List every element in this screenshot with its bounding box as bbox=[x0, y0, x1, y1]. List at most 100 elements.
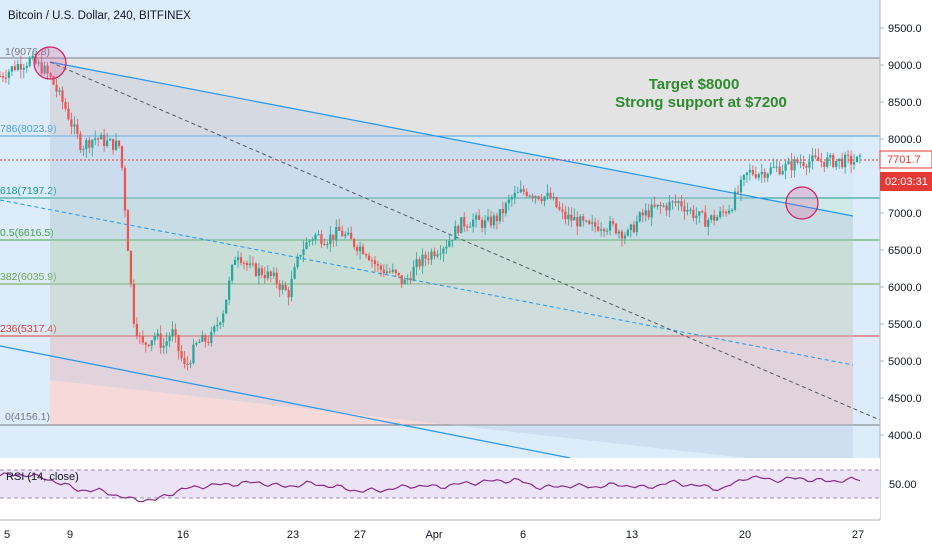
candle-body bbox=[707, 219, 710, 227]
candle-body bbox=[341, 230, 344, 237]
time-axis-bg[interactable] bbox=[0, 520, 932, 550]
candle-body bbox=[582, 216, 585, 221]
candle-body bbox=[695, 215, 698, 218]
candle-body bbox=[748, 169, 751, 173]
candle-body bbox=[284, 284, 287, 291]
price-badge-bg bbox=[879, 150, 932, 169]
candle-body bbox=[671, 201, 674, 203]
candle-body bbox=[683, 206, 686, 212]
candle-body bbox=[763, 171, 766, 178]
candle-body bbox=[659, 204, 662, 207]
candle-body bbox=[829, 155, 832, 158]
annotation-target[interactable]: Target $8000 bbox=[649, 76, 740, 93]
candle-body bbox=[355, 246, 359, 252]
candle-body bbox=[760, 171, 763, 175]
candle-body bbox=[222, 313, 225, 323]
candle-body bbox=[85, 140, 88, 150]
candle-body bbox=[412, 267, 415, 281]
candle-body bbox=[323, 244, 326, 246]
candle-body bbox=[320, 234, 323, 245]
highlight-circle-breakout[interactable] bbox=[785, 186, 819, 220]
candle-body bbox=[171, 329, 174, 337]
candle-body bbox=[716, 217, 719, 221]
candle-body bbox=[644, 210, 647, 216]
candle-body bbox=[358, 246, 362, 252]
candle-body bbox=[326, 244, 329, 246]
candle-body bbox=[106, 140, 109, 146]
candle-body bbox=[338, 226, 341, 231]
pane-separator[interactable] bbox=[0, 458, 880, 464]
time-tick-label: Apr bbox=[425, 529, 442, 541]
candle-body bbox=[111, 139, 115, 150]
candle-body bbox=[835, 161, 838, 167]
fib-zone-500 bbox=[50, 198, 853, 240]
candle-body bbox=[91, 139, 94, 148]
annotation-support[interactable]: Strong support at $7200 bbox=[615, 94, 787, 111]
candle-body bbox=[617, 231, 621, 234]
diagonal-dashed bbox=[49, 61, 880, 421]
highlight-circle-top[interactable] bbox=[33, 46, 67, 80]
symbol-title[interactable]: Bitcoin / U.S. Dollar, 240, BITFINEX bbox=[8, 10, 191, 22]
candle-body bbox=[486, 216, 490, 221]
time-axis-ticks: 5 9 16 23 27 Apr 6 13 20 27 bbox=[4, 529, 864, 541]
candle-body bbox=[567, 214, 570, 220]
candle-body bbox=[540, 199, 543, 202]
candle-body bbox=[379, 265, 382, 270]
candle-body bbox=[478, 215, 481, 220]
candle-body bbox=[680, 201, 683, 207]
price-axis-bg[interactable] bbox=[880, 0, 932, 550]
candle-body bbox=[46, 65, 49, 74]
candle-body bbox=[692, 209, 695, 218]
candle-body bbox=[430, 251, 433, 260]
candle-body bbox=[94, 138, 97, 140]
candle-body bbox=[439, 253, 442, 255]
candle-body bbox=[641, 212, 644, 216]
candle-body bbox=[552, 197, 555, 199]
candle-body bbox=[361, 246, 365, 255]
candle-body bbox=[114, 140, 118, 150]
candle-body bbox=[742, 175, 746, 180]
candle-body bbox=[674, 201, 677, 203]
price-tick-label: 6000.0 bbox=[888, 282, 922, 294]
candle-body bbox=[61, 90, 64, 103]
candle-body bbox=[180, 350, 183, 358]
candle-body bbox=[710, 215, 713, 220]
candle-body bbox=[858, 155, 862, 157]
candle-body bbox=[605, 230, 609, 232]
candle-body bbox=[79, 133, 82, 150]
candle-body bbox=[492, 215, 496, 226]
candle-body bbox=[427, 258, 430, 260]
candle-body bbox=[204, 335, 207, 342]
fib-zone-236 bbox=[50, 284, 853, 336]
candle-body bbox=[686, 210, 689, 212]
candle-body bbox=[826, 157, 829, 167]
candle-body bbox=[838, 158, 841, 162]
time-tick-label: 27 bbox=[354, 529, 366, 541]
candle-body bbox=[576, 217, 579, 227]
descending-channel[interactable] bbox=[0, 61, 880, 470]
candle-body bbox=[677, 201, 680, 203]
candle-body bbox=[314, 234, 317, 240]
candle-body bbox=[594, 222, 597, 227]
candle-body bbox=[1, 76, 5, 78]
candle-body bbox=[257, 268, 260, 276]
candle-body bbox=[614, 223, 618, 234]
candle-body bbox=[233, 260, 237, 265]
rsi-pane[interactable]: RSI (14, close) 50.00 bbox=[0, 464, 917, 518]
candle-body bbox=[751, 169, 754, 175]
candle-body bbox=[242, 262, 246, 264]
candle-body bbox=[638, 212, 641, 222]
candle-body bbox=[561, 209, 564, 212]
candle-body bbox=[260, 268, 263, 276]
candle-body bbox=[689, 209, 692, 211]
candle-body bbox=[350, 232, 353, 239]
candle-body bbox=[31, 55, 34, 59]
candle-body bbox=[281, 284, 284, 290]
candle-body bbox=[225, 299, 228, 314]
candle-body bbox=[251, 263, 255, 265]
candle-body bbox=[254, 263, 258, 276]
candle-body bbox=[228, 280, 231, 300]
price-tick-label: 9500.0 bbox=[888, 23, 922, 35]
